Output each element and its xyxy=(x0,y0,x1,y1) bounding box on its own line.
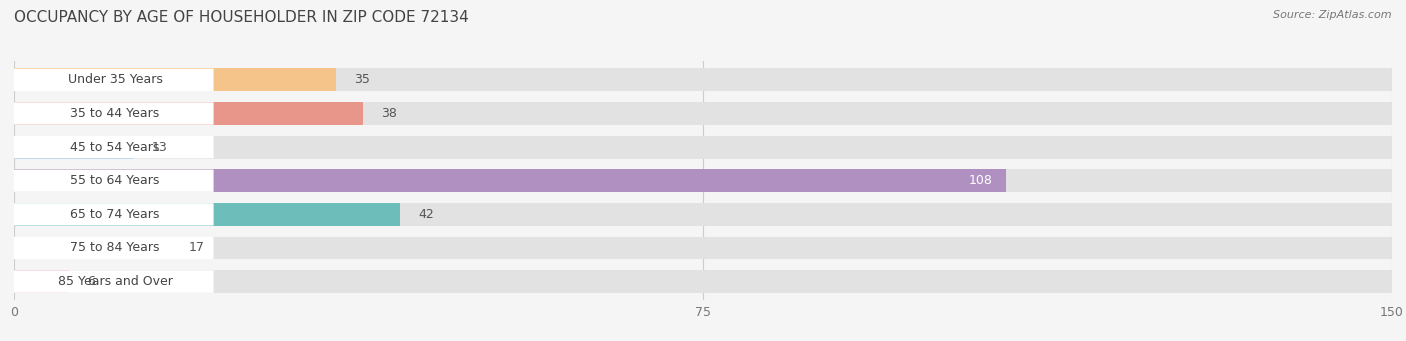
FancyBboxPatch shape xyxy=(11,237,214,259)
Bar xyxy=(14,69,336,91)
Text: 35 to 44 Years: 35 to 44 Years xyxy=(70,107,160,120)
Text: 45 to 54 Years: 45 to 54 Years xyxy=(70,140,160,153)
Bar xyxy=(14,270,69,293)
Bar xyxy=(14,102,1392,125)
Text: Source: ZipAtlas.com: Source: ZipAtlas.com xyxy=(1274,10,1392,20)
FancyBboxPatch shape xyxy=(11,102,214,125)
FancyBboxPatch shape xyxy=(11,169,214,192)
Bar xyxy=(14,136,1392,159)
Text: Under 35 Years: Under 35 Years xyxy=(67,73,163,86)
Text: 13: 13 xyxy=(152,140,167,153)
Text: 75 to 84 Years: 75 to 84 Years xyxy=(70,241,160,254)
FancyBboxPatch shape xyxy=(11,203,214,225)
Text: 55 to 64 Years: 55 to 64 Years xyxy=(70,174,160,187)
FancyBboxPatch shape xyxy=(11,136,214,158)
Bar xyxy=(14,102,363,125)
Bar xyxy=(14,203,1392,226)
Bar xyxy=(14,169,1392,192)
Text: 85 Years and Over: 85 Years and Over xyxy=(58,275,173,288)
Bar xyxy=(14,203,399,226)
Text: 65 to 74 Years: 65 to 74 Years xyxy=(70,208,160,221)
Text: 108: 108 xyxy=(969,174,993,187)
Bar xyxy=(14,69,1392,91)
FancyBboxPatch shape xyxy=(11,270,214,293)
Text: 6: 6 xyxy=(87,275,96,288)
Bar xyxy=(14,270,1392,293)
Bar xyxy=(14,237,1392,260)
Bar xyxy=(14,237,170,260)
Bar xyxy=(14,136,134,159)
FancyBboxPatch shape xyxy=(11,69,214,91)
Text: 35: 35 xyxy=(354,73,370,86)
Text: 38: 38 xyxy=(381,107,398,120)
Text: OCCUPANCY BY AGE OF HOUSEHOLDER IN ZIP CODE 72134: OCCUPANCY BY AGE OF HOUSEHOLDER IN ZIP C… xyxy=(14,10,468,25)
Bar xyxy=(14,169,1007,192)
Text: 42: 42 xyxy=(418,208,434,221)
Text: 17: 17 xyxy=(188,241,204,254)
